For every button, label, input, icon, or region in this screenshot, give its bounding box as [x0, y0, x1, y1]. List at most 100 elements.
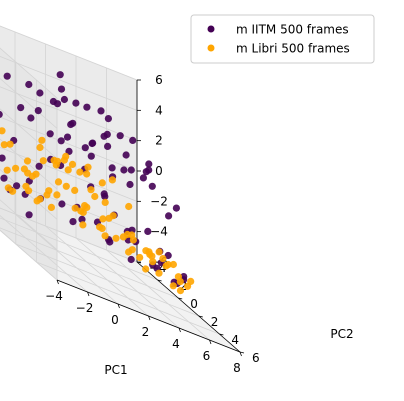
data-point: [0, 110, 3, 118]
data-point: [81, 144, 89, 152]
data-point: [164, 251, 172, 260]
data-point: [176, 278, 184, 286]
y-axis-label: PC2: [330, 327, 353, 341]
y-tick-label: 4: [231, 333, 239, 347]
y-tick-label: 0: [190, 297, 198, 311]
data-point: [63, 133, 72, 141]
data-point: [127, 255, 135, 264]
y-tick-mark: [178, 297, 183, 300]
data-point: [71, 186, 79, 194]
x-tick-label: −4: [45, 289, 63, 303]
data-point: [62, 182, 70, 190]
data-point: [6, 140, 14, 148]
data-point: [100, 132, 108, 140]
data-point: [83, 103, 91, 111]
data-point: [28, 172, 37, 180]
z-tick-label: 4: [155, 103, 163, 117]
data-point: [105, 214, 113, 222]
data-point: [76, 168, 84, 176]
data-point: [99, 215, 107, 223]
data-point: [17, 104, 25, 112]
data-point: [101, 232, 109, 240]
data-point: [38, 136, 46, 144]
data-point: [60, 156, 68, 164]
data-point: [145, 166, 153, 174]
data-point: [34, 107, 42, 115]
x-tick-mark: [209, 339, 212, 345]
data-point: [4, 184, 12, 192]
data-point: [125, 202, 133, 211]
data-point: [155, 269, 163, 277]
data-point: [129, 236, 137, 244]
legend-box: [190, 14, 375, 64]
data-point: [53, 191, 61, 199]
data-point: [127, 166, 135, 174]
y-axis-line: [136, 261, 241, 353]
data-point: [172, 204, 180, 212]
legend-label-iitm: m IITM 500 frames: [236, 23, 349, 37]
z-tick-label: 2: [155, 134, 163, 148]
data-point: [139, 174, 147, 182]
y-tick-label: 2: [211, 315, 219, 329]
data-point: [159, 255, 167, 263]
x-tick-mark: [239, 351, 242, 357]
data-point: [77, 207, 85, 215]
y-gridline: [0, 217, 158, 281]
data-point: [83, 170, 91, 178]
data-point: [145, 248, 153, 256]
data-point: [108, 164, 116, 172]
data-point: [54, 178, 63, 186]
data-point: [25, 211, 33, 219]
data-point: [112, 234, 120, 242]
data-point: [56, 71, 64, 79]
data-point: [122, 151, 130, 159]
data-point: [78, 215, 86, 223]
data-point: [149, 258, 157, 266]
data-point: [169, 260, 177, 269]
x-gridline: [0, 215, 88, 293]
z-tick-label: 0: [155, 164, 163, 178]
data-point: [126, 180, 134, 189]
data-point: [148, 182, 156, 190]
legend-marker-iitm: [207, 25, 215, 33]
z-tick-label: −2: [150, 194, 168, 208]
data-point: [3, 72, 11, 80]
data-point: [98, 179, 106, 187]
legend-label-libri: m Libri 500 frames: [236, 42, 350, 56]
y-tick-mark: [198, 315, 203, 318]
data-points: [0, 71, 195, 295]
data-point: [81, 202, 89, 210]
data-point: [25, 187, 33, 195]
data-point: [142, 265, 150, 273]
data-point: [68, 160, 77, 168]
x-axis-label: PC1: [104, 363, 127, 377]
data-point: [104, 142, 112, 150]
data-point: [97, 107, 105, 115]
data-point: [43, 191, 51, 199]
data-point: [169, 282, 177, 290]
data-point: [0, 127, 6, 135]
legend: m IITM 500 frames m Libri 500 frames: [190, 14, 375, 64]
data-point: [60, 95, 68, 104]
x-tick-mark: [148, 315, 151, 321]
data-point: [79, 221, 87, 229]
data-point: [13, 182, 21, 190]
data-point: [108, 176, 116, 184]
data-point: [36, 89, 44, 97]
data-point: [46, 130, 54, 138]
data-point: [129, 136, 137, 144]
x-tick-mark: [87, 291, 90, 297]
data-point: [36, 195, 44, 203]
x-tick-label: 8: [233, 361, 241, 375]
y-tick-mark: [219, 333, 224, 336]
data-point: [98, 224, 106, 233]
x-tick-label: −2: [76, 301, 94, 315]
y-gridline: [0, 227, 179, 299]
z-gridline: [0, 116, 138, 190]
data-point: [35, 162, 43, 170]
data-point: [144, 227, 152, 235]
data-point: [25, 80, 33, 89]
x-tick-label: 0: [111, 313, 119, 327]
data-point: [125, 248, 133, 256]
